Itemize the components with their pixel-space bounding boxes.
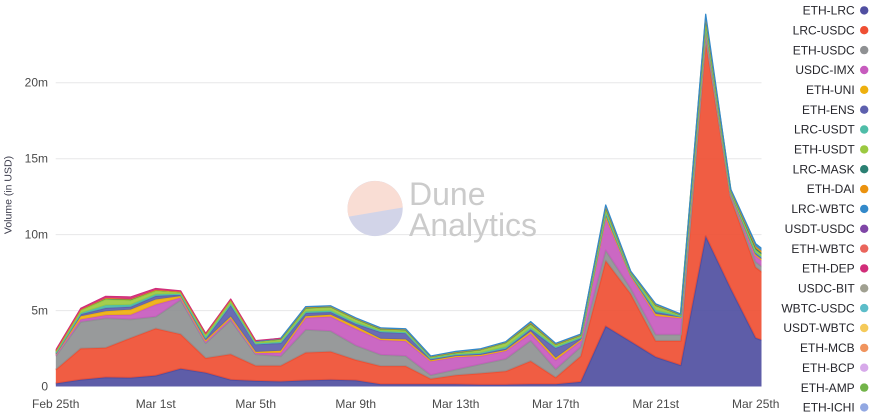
svg-text:ETH-LRC: ETH-LRC <box>803 4 855 18</box>
svg-text:Analytics: Analytics <box>409 207 537 243</box>
svg-text:Mar 9th: Mar 9th <box>335 397 376 411</box>
svg-text:USDT-WBTC: USDT-WBTC <box>783 321 855 335</box>
svg-text:ETH-UNI: ETH-UNI <box>806 83 855 97</box>
svg-text:0: 0 <box>41 379 48 393</box>
svg-text:USDC-IMX: USDC-IMX <box>795 63 854 77</box>
svg-text:Mar 5th: Mar 5th <box>235 397 276 411</box>
svg-text:Feb 25th: Feb 25th <box>32 397 79 411</box>
svg-text:Dune: Dune <box>409 176 486 212</box>
svg-text:ETH-DAI: ETH-DAI <box>807 182 855 196</box>
svg-text:LRC-USDC: LRC-USDC <box>793 24 855 38</box>
svg-text:ETH-WBTC: ETH-WBTC <box>791 242 855 256</box>
svg-text:5m: 5m <box>31 303 48 317</box>
svg-text:Mar 13th: Mar 13th <box>432 397 479 411</box>
svg-text:ETH-MCB: ETH-MCB <box>800 341 855 355</box>
svg-text:20m: 20m <box>25 76 48 90</box>
svg-text:USDT-USDC: USDT-USDC <box>785 222 855 236</box>
svg-text:LRC-MASK: LRC-MASK <box>793 162 855 176</box>
svg-text:ETH-AMP: ETH-AMP <box>801 381 855 395</box>
svg-text:10m: 10m <box>25 227 48 241</box>
svg-text:ETH-ENS: ETH-ENS <box>802 103 855 117</box>
svg-text:LRC-USDT: LRC-USDT <box>794 123 855 137</box>
svg-text:ETH-USDT: ETH-USDT <box>794 143 855 157</box>
svg-text:Mar 25th: Mar 25th <box>732 397 779 411</box>
svg-text:15m: 15m <box>25 152 48 166</box>
svg-text:Mar 1st: Mar 1st <box>136 397 177 411</box>
svg-text:ETH-USDC: ETH-USDC <box>793 43 855 57</box>
svg-text:USDC-BIT: USDC-BIT <box>798 282 855 296</box>
svg-text:LRC-WBTC: LRC-WBTC <box>791 202 855 216</box>
svg-text:WBTC-USDC: WBTC-USDC <box>781 301 855 315</box>
svg-text:ETH-DEP: ETH-DEP <box>802 262 855 276</box>
svg-text:ETH-BCP: ETH-BCP <box>802 361 855 375</box>
svg-text:Mar 17th: Mar 17th <box>532 397 579 411</box>
svg-text:Mar 21st: Mar 21st <box>632 397 679 411</box>
svg-text:Volume (in USD): Volume (in USD) <box>3 156 15 234</box>
svg-text:ETH-ICHI: ETH-ICHI <box>803 401 855 415</box>
